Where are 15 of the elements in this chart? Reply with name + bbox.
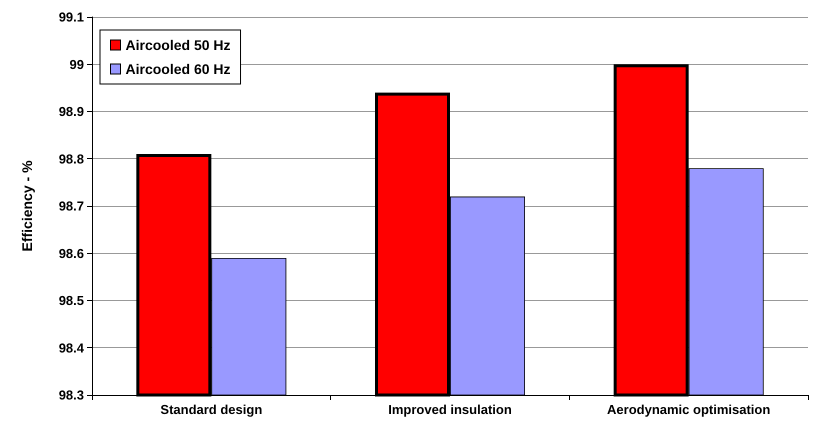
- legend-label: Aircooled 50 Hz: [126, 37, 231, 53]
- y-tick-label: 98.8: [58, 151, 84, 166]
- y-axis-title: Efficiency - %: [19, 160, 35, 252]
- y-tick-label: 98.7: [58, 198, 84, 214]
- x-tick-label: Standard design: [160, 402, 262, 417]
- y-tick-label: 98.5: [58, 293, 84, 308]
- y-tick-label: 99.1: [58, 10, 84, 24]
- x-tick-label: Aerodynamic optimisation: [607, 402, 770, 417]
- legend-label: Aircooled 60 Hz: [126, 61, 231, 77]
- y-tick-label: 98.6: [58, 246, 84, 261]
- y-tick-label: 98.9: [58, 104, 84, 119]
- x-tick-label: Improved insulation: [388, 402, 512, 417]
- y-tick-label: 99: [70, 56, 84, 72]
- y-tick-label: 98.4: [58, 340, 85, 356]
- y-tick-label: 98.3: [58, 388, 84, 402]
